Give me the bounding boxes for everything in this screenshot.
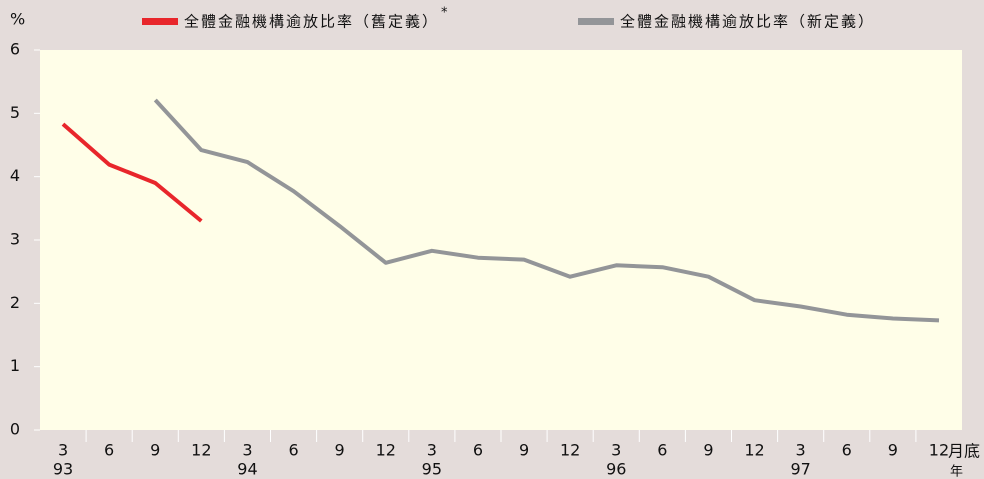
x-tick-label: 9	[335, 441, 345, 460]
x-tick-label: 9	[519, 441, 529, 460]
year-label: 95	[422, 460, 442, 479]
y-unit: %	[10, 10, 25, 29]
x-tick-label: 6	[842, 441, 852, 460]
legend-swatch	[578, 18, 614, 25]
series-line	[153, 98, 940, 323]
x-tick-label: 3	[242, 441, 252, 460]
y-tick-label: 5	[10, 103, 20, 122]
x-tick-label: 3	[427, 441, 437, 460]
legend-label: 全體金融機構逾放比率（新定義）	[620, 13, 875, 31]
x-unit-year: 年	[950, 465, 963, 479]
x-tick-label: 3	[58, 441, 68, 460]
year-label: 97	[790, 460, 810, 479]
x-tick-label: 9	[703, 441, 713, 460]
series-line	[61, 122, 203, 223]
year-label: 96	[606, 460, 626, 479]
x-unit-month: 月底	[948, 442, 980, 461]
y-tick-label: 2	[10, 293, 20, 312]
y-tick-label: 1	[10, 356, 20, 375]
x-tick-label: 12	[929, 441, 949, 460]
x-tick-label: 6	[104, 441, 114, 460]
x-tick-label: 3	[611, 441, 621, 460]
x-tick-label: 6	[288, 441, 298, 460]
legend-note: *	[441, 6, 448, 21]
x-tick-label: 3	[796, 441, 806, 460]
year-label: 93	[53, 460, 73, 479]
legend-swatch	[142, 18, 178, 25]
x-tick-label: 9	[150, 441, 160, 460]
x-tick-label: 6	[473, 441, 483, 460]
x-tick-label: 12	[744, 441, 764, 460]
legend-label: 全體金融機構逾放比率（舊定義）	[184, 13, 439, 31]
x-tick-label: 9	[888, 441, 898, 460]
x-tick-label: 12	[376, 441, 396, 460]
y-tick-label: 4	[10, 166, 20, 185]
year-label: 94	[237, 460, 257, 479]
plot-area	[40, 50, 962, 430]
x-tick-label: 12	[560, 441, 580, 460]
x-tick-label: 6	[657, 441, 667, 460]
x-tick-label: 12	[191, 441, 211, 460]
y-tick-label: 0	[10, 420, 20, 439]
y-tick-label: 6	[10, 40, 20, 59]
y-tick-label: 3	[10, 230, 20, 249]
